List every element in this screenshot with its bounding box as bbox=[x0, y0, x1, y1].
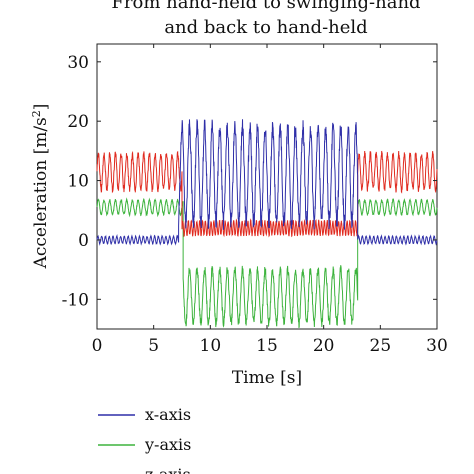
legend-label-z-axis: z-axis bbox=[145, 465, 191, 474]
y-axis-label-main: Acceleration [m/s bbox=[31, 117, 51, 269]
x-axis-label: Time [s] bbox=[232, 368, 302, 388]
x-tick-label: 20 bbox=[313, 336, 335, 356]
x-tick-label: 30 bbox=[426, 336, 448, 356]
legend-label-y-axis: y-axis bbox=[144, 435, 191, 454]
series-layer bbox=[96, 119, 438, 329]
chart-title-line-1: From hand-held to swinging-hand bbox=[111, 0, 420, 13]
y-tick-label: -10 bbox=[62, 290, 89, 310]
series-line-y-axis bbox=[96, 197, 438, 329]
chart-title-line-2: and back to hand-held bbox=[164, 17, 367, 38]
y-tick-label: 10 bbox=[67, 172, 89, 192]
x-tick-label: 5 bbox=[148, 336, 159, 356]
x-tick-label: 0 bbox=[92, 336, 103, 356]
y-axis-label-exponent: 2 bbox=[30, 110, 43, 117]
legend: x-axis y-axis z-axis bbox=[98, 405, 191, 474]
x-tick-label: 15 bbox=[256, 336, 278, 356]
y-axis-label-tail: ] bbox=[31, 104, 51, 111]
x-axis-ticks: 0 5 10 15 20 25 30 bbox=[92, 44, 448, 356]
x-tick-label: 10 bbox=[200, 336, 222, 356]
y-tick-label: 30 bbox=[67, 53, 89, 73]
series-line-x-axis bbox=[96, 119, 438, 246]
legend-label-x-axis: x-axis bbox=[145, 405, 191, 424]
x-tick-label: 25 bbox=[370, 336, 392, 356]
chart-title: From hand-held to swinging-hand and back… bbox=[111, 0, 420, 38]
y-tick-label: 0 bbox=[78, 231, 89, 251]
y-tick-label: 20 bbox=[67, 112, 89, 132]
y-axis-ticks: -10 0 10 20 30 bbox=[62, 53, 437, 310]
y-axis-label: Acceleration [m/s2] bbox=[30, 104, 52, 270]
series-line-z-axis bbox=[96, 150, 438, 238]
